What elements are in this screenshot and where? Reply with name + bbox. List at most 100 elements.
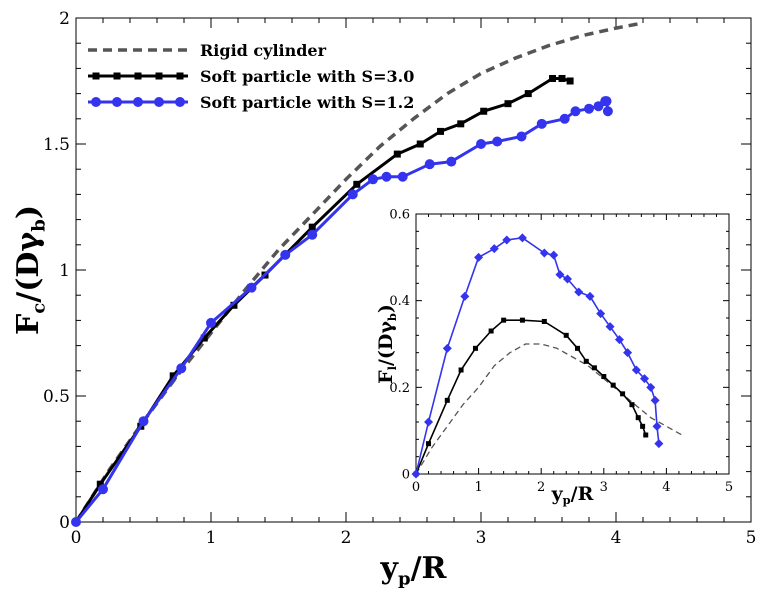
main-series-soft-particle-with-s-1-2-point (307, 229, 318, 240)
main-series-soft-particle-with-s-1-2-point (246, 282, 257, 293)
main-series-soft-particle-with-s-1-2-point (602, 106, 613, 117)
legend-soft-particle-with-s-3-0-swatch-marker (134, 72, 142, 80)
inset-series-soft-particle-with-s-3-0-point (541, 318, 547, 324)
inset-x-tick-label: 5 (725, 480, 733, 495)
main-series-soft-particle-with-s-3-0-point (353, 180, 361, 188)
main-series-soft-particle-with-s-3-0-point (169, 372, 177, 380)
inset-series-soft-particle-with-s-3-0-point (519, 317, 525, 323)
inset-series-soft-particle-with-s-1-2-point (442, 343, 452, 353)
inset-series-soft-particle-with-s-1-2-point (639, 374, 649, 384)
inset-series-soft-particle-with-s-1-2-point (489, 244, 499, 254)
inset-series-soft-particle-with-s-3-0-point (501, 317, 507, 323)
inset-y-tick-label: 0 (402, 468, 410, 483)
main-x-tick-label: 4 (611, 528, 622, 548)
inset-series-soft-particle-with-s-1-2-point (585, 291, 595, 301)
inset-series-soft-particle-with-s-3-0-point (610, 382, 616, 388)
main-series-soft-particle-with-s-1-2-point (492, 136, 503, 147)
inset-chart: 0 1 2 3 4 5 0 0.2 0.4 0.6 yp/R Fl/(Dγb) (375, 208, 733, 508)
inset-series-soft-particle-with-s-1-2-point (631, 365, 641, 375)
main-series-soft-particle-with-s-1-2-point (98, 484, 108, 495)
inset-series-soft-particle-with-s-1-2-point (517, 233, 527, 243)
main-series-soft-particle-with-s-1-2-point (138, 416, 149, 427)
main-series-soft-particle-with-s-3-0-point (457, 120, 465, 128)
main-series-soft-particle-with-s-3-0-point (480, 107, 488, 115)
inset-series-soft-particle-with-s-1-2-point (652, 421, 662, 431)
main-series-soft-particle-with-s-3-0-point (566, 77, 574, 85)
legend-soft-particle-with-s-1-2-swatch-marker (154, 97, 164, 107)
main-legend: Rigid cylinder Soft particle with S=3.0 So… (88, 41, 414, 112)
inset-x-tick-label: 4 (662, 480, 670, 495)
main-series-soft-particle-with-s-3-0-point (437, 127, 444, 135)
legend-soft-particle-with-s-1-2-swatch-marker (91, 97, 101, 107)
inset-series-soft-particle-with-s-3-0-point (458, 367, 464, 373)
inset-series-soft-particle-with-s-3-0-point (591, 365, 597, 371)
main-series-soft-particle-with-s-1-2-point (397, 171, 408, 182)
inset-series-soft-particle-with-s-1-2-point (562, 274, 572, 284)
main-series-soft-particle-with-s-1-2-point (446, 156, 457, 167)
main-series-soft-particle-with-s-1-2-point (206, 317, 216, 328)
main-series-soft-particle-with-s-3-0-point (393, 150, 401, 158)
main-series-soft-particle-with-s-1-2-point (570, 106, 581, 117)
main-series-soft-particle-with-s-1-2-point (381, 171, 392, 182)
inset-series-soft-particle-with-s-1-2-point (555, 270, 565, 280)
legend-soft-particle-with-s-3-0-swatch-marker (92, 72, 100, 80)
main-series-soft-particle-with-s-1-2-point (536, 118, 547, 129)
inset-series-soft-particle-with-s-3-0-point (640, 423, 646, 429)
main-x-tick-label: 5 (746, 528, 757, 548)
inset-series-soft-particle-with-s-3-0-point (488, 328, 494, 334)
main-series-soft-particle-with-s-3-0-point (504, 100, 512, 108)
main-x-tick-label: 2 (341, 528, 352, 548)
inset-series-soft-particle-with-s-3-0-point (635, 415, 641, 421)
legend-rigid-cylinder-label: Rigid cylinder (200, 41, 327, 60)
main-series-soft-particle-with-s-1-2-point (601, 96, 612, 107)
main-series-soft-particle-with-s-1-2-point (347, 189, 358, 200)
inset-series-soft-particle-with-s-3-0-point (426, 441, 432, 447)
inset-series-soft-particle-with-s-3-0-point (575, 345, 581, 351)
inset-y-tick-label: 0.4 (389, 294, 410, 309)
inset-series-soft-particle-with-s-1-2-point (574, 287, 584, 297)
legend-soft-particle-with-s-1-2-label: Soft particle with S=1.2 (200, 93, 414, 112)
main-series-soft-particle-with-s-3-0-point (308, 223, 316, 231)
main-y-axis-title: Fc/(Dγb) (11, 205, 50, 335)
inset-series-soft-particle-with-s-3-0-point (643, 432, 649, 438)
main-series-soft-particle-with-s-1-2-point (176, 363, 187, 374)
legend-soft-particle-with-s-1-2-swatch-marker (175, 97, 185, 107)
inset-series-soft-particle-with-s-1-2-point (539, 248, 549, 258)
inset-x-tick-label: 0 (412, 480, 420, 495)
main-series-soft-particle-with-s-3-0-point (416, 140, 424, 148)
inset-series-soft-particle-with-s-1-2-point (646, 382, 656, 392)
main-y-tick-label: 0 (59, 513, 70, 533)
main-x-tick-label: 3 (476, 528, 487, 548)
main-x-tick-label: 1 (206, 528, 217, 548)
inset-series-rigid-cylinder-line (415, 343, 683, 475)
main-series-soft-particle-with-s-3-0-point (96, 480, 104, 488)
inset-plot-frame (415, 213, 730, 475)
main-x-axis-title: yp/R (380, 551, 448, 590)
inset-series-soft-particle-with-s-3-0-point (583, 358, 589, 364)
inset-series-soft-particle-with-s-1-2-point (654, 439, 664, 449)
main-series-soft-particle-with-s-1-2-point (424, 159, 435, 170)
legend-soft-particle-with-s-1-2-swatch-marker (133, 97, 143, 107)
inset-series-soft-particle-with-s-1-2-point (650, 395, 660, 405)
legend-soft-particle-with-s-3-0-swatch-marker (155, 72, 163, 80)
main-series-soft-particle-with-s-1-2-point (476, 139, 486, 149)
inset-x-tick-label: 2 (537, 480, 545, 495)
inset-y-tick-label: 0.2 (389, 381, 410, 396)
inset-series-soft-particle-with-s-1-2-point (460, 291, 470, 301)
main-y-tick-label: 2 (59, 9, 70, 29)
inset-y-tick-label: 0.6 (389, 208, 410, 223)
inset-x-tick-label: 3 (600, 480, 608, 495)
main-series-soft-particle-with-s-3-0-point (200, 334, 208, 342)
inset-series-soft-particle-with-s-1-2-point (502, 235, 512, 245)
legend-soft-particle-with-s-3-0-swatch-marker (113, 72, 121, 80)
main-series-soft-particle-with-s-1-2-point (368, 174, 378, 185)
inset-series-soft-particle-with-s-1-2-point (549, 250, 559, 260)
inset-series-soft-particle-with-s-3-0-point (629, 402, 635, 408)
inset-x-tick-label: 1 (474, 480, 482, 495)
main-y-tick-label: 0.5 (43, 387, 70, 407)
inset-series-soft-particle-with-s-1-2-point (474, 252, 484, 262)
main-series-soft-particle-with-s-3-0-point (230, 301, 238, 309)
main-series-soft-particle-with-s-1-2-point (71, 517, 81, 527)
inset-series-soft-particle-with-s-1-2-point (411, 469, 421, 479)
